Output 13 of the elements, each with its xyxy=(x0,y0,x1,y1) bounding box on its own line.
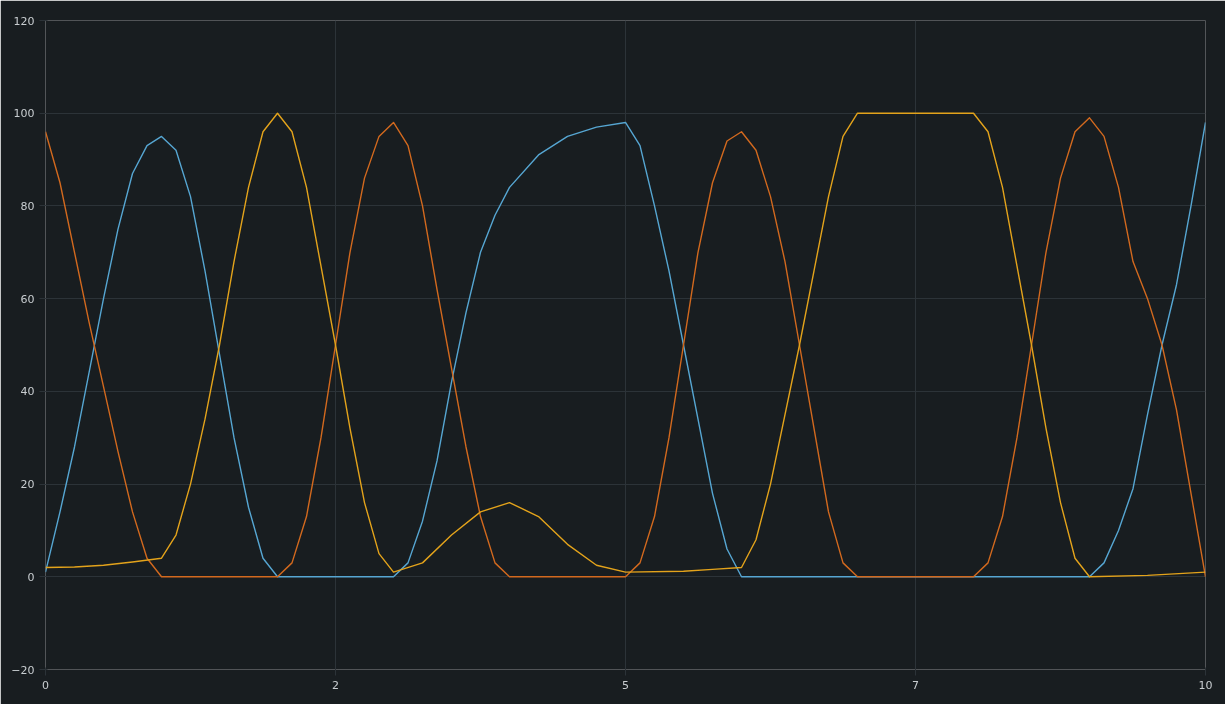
x-tick-label: 10 xyxy=(1198,678,1213,692)
y-tick-label: −20 xyxy=(11,663,35,677)
y-tick-label: 0 xyxy=(27,570,35,584)
y-tick-label: 120 xyxy=(13,14,35,28)
y-tick-label: 80 xyxy=(20,199,35,213)
y-tick-label: 40 xyxy=(20,385,35,399)
x-tick-label: 5 xyxy=(622,678,629,692)
x-tick-label: 0 xyxy=(42,678,49,692)
y-tick-label: 20 xyxy=(20,478,35,492)
x-tick-label: 2 xyxy=(332,678,339,692)
y-tick-label: 100 xyxy=(13,107,35,121)
x-tick-label: 7 xyxy=(912,678,919,692)
y-tick-label: 60 xyxy=(20,292,35,306)
